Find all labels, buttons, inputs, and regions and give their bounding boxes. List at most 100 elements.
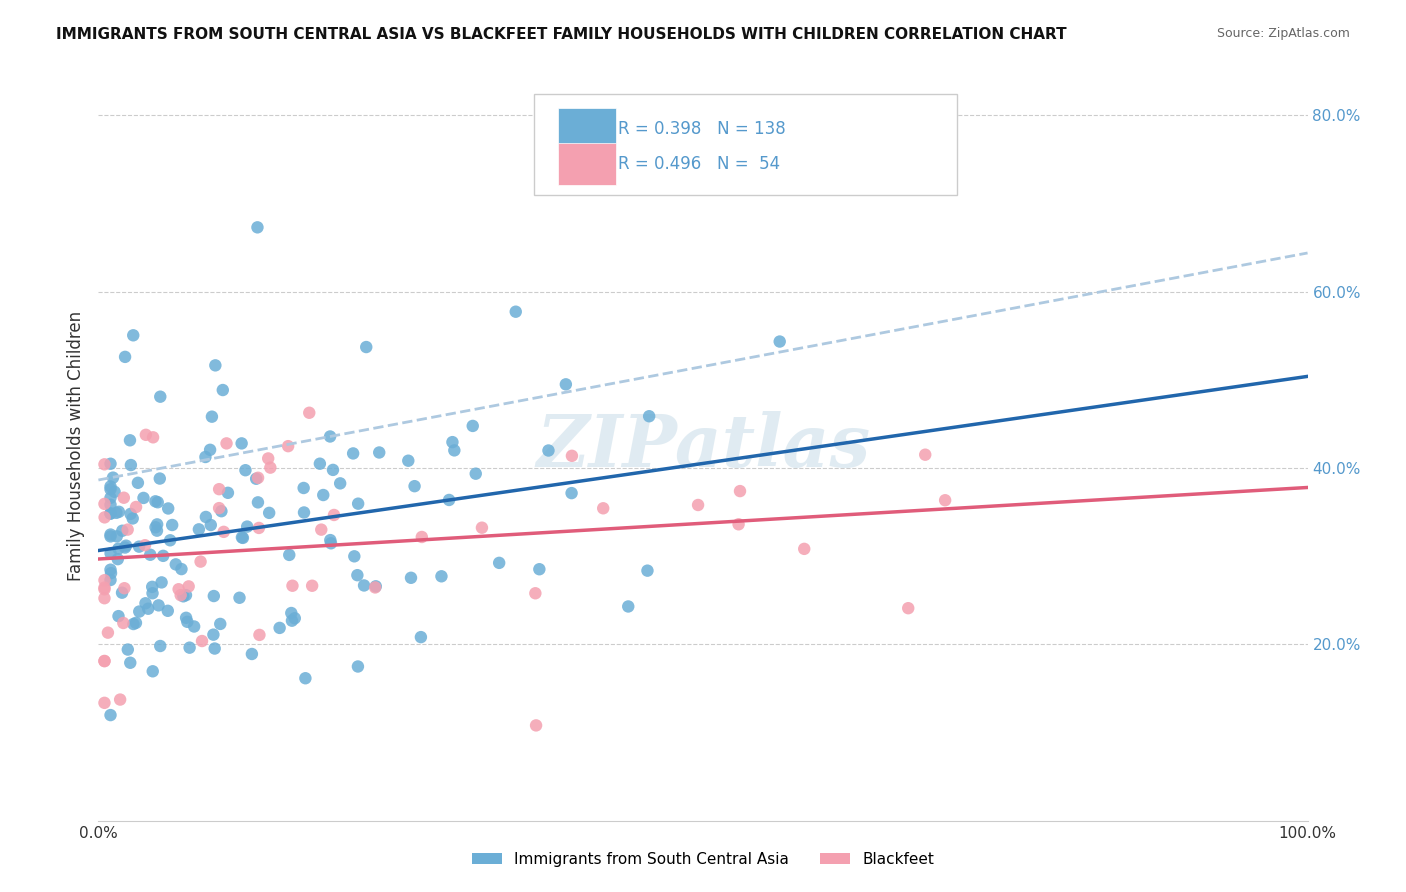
Point: [343, 549, 366, 564]
Point: [134, 538, 156, 552]
Point: [209, 504, 232, 518]
Point: [488, 556, 510, 570]
Point: [112, 581, 135, 595]
Point: [100, 498, 122, 512]
Point: [139, 548, 162, 562]
Point: [245, 472, 267, 486]
Point: [170, 562, 193, 576]
Point: [728, 484, 751, 499]
Point: [294, 671, 316, 685]
Point: [135, 427, 157, 442]
Point: [411, 530, 433, 544]
Point: [217, 485, 239, 500]
Point: [524, 718, 547, 732]
Point: [247, 521, 270, 535]
Point: [107, 552, 129, 566]
Point: [142, 665, 165, 679]
Point: [636, 564, 658, 578]
Point: [592, 501, 614, 516]
Point: [149, 390, 172, 404]
Point: [108, 692, 131, 706]
Point: [146, 495, 169, 509]
Point: [177, 579, 200, 593]
Point: [201, 409, 224, 424]
Text: IMMIGRANTS FROM SOUTH CENTRAL ASIA VS BLACKFEET FAMILY HOUSEHOLDS WITH CHILDREN : IMMIGRANTS FROM SOUTH CENTRAL ASIA VS BL…: [56, 27, 1067, 42]
Point: [100, 529, 122, 543]
Point: [93, 458, 115, 472]
Point: [190, 555, 212, 569]
Point: [112, 615, 135, 630]
Point: [100, 566, 122, 581]
Text: R = 0.496   N =  54: R = 0.496 N = 54: [619, 155, 780, 173]
Point: [194, 450, 217, 464]
Point: [561, 486, 583, 500]
Point: [179, 640, 201, 655]
Point: [346, 568, 368, 582]
Point: [122, 328, 145, 343]
Point: [208, 482, 231, 496]
Point: [364, 579, 387, 593]
Point: [93, 582, 115, 597]
Point: [617, 599, 640, 614]
Point: [170, 588, 193, 602]
Point: [176, 615, 198, 629]
Point: [277, 439, 299, 453]
Point: [204, 641, 226, 656]
Point: [404, 479, 426, 493]
Point: [228, 591, 250, 605]
Point: [174, 588, 197, 602]
Point: [93, 573, 115, 587]
Point: [347, 659, 370, 673]
Point: [100, 479, 122, 493]
Point: [105, 506, 128, 520]
Point: [146, 517, 169, 532]
FancyBboxPatch shape: [558, 144, 616, 186]
Point: [322, 463, 344, 477]
Point: [183, 619, 205, 633]
Point: [93, 654, 115, 668]
Point: [159, 533, 181, 548]
Point: [212, 524, 235, 539]
Point: [269, 621, 291, 635]
Point: [249, 628, 271, 642]
Point: [769, 334, 792, 349]
Point: [100, 457, 122, 471]
Point: [117, 523, 139, 537]
Point: [235, 463, 257, 477]
Point: [118, 434, 141, 448]
Point: [202, 627, 225, 641]
FancyBboxPatch shape: [558, 108, 616, 150]
Point: [246, 220, 269, 235]
Point: [204, 359, 226, 373]
Point: [93, 581, 115, 595]
Point: [200, 518, 222, 533]
Point: [97, 625, 120, 640]
Point: [187, 522, 209, 536]
Point: [209, 616, 232, 631]
Point: [111, 585, 134, 599]
Point: [105, 529, 128, 543]
Point: [638, 409, 661, 424]
Point: [93, 696, 115, 710]
Point: [112, 491, 135, 505]
Point: [257, 506, 280, 520]
Point: [103, 484, 125, 499]
Point: [136, 601, 159, 615]
Point: [100, 546, 122, 560]
Point: [347, 497, 370, 511]
Point: [117, 642, 139, 657]
Point: [100, 573, 122, 587]
FancyBboxPatch shape: [534, 94, 957, 195]
Point: [914, 448, 936, 462]
Point: [152, 549, 174, 563]
Point: [142, 430, 165, 444]
Point: [443, 443, 465, 458]
Point: [897, 601, 920, 615]
Point: [281, 579, 304, 593]
Point: [167, 582, 190, 597]
Point: [202, 589, 225, 603]
Text: ZIPatlas: ZIPatlas: [536, 410, 870, 482]
Point: [125, 500, 148, 514]
Point: [120, 656, 142, 670]
Point: [125, 615, 148, 630]
